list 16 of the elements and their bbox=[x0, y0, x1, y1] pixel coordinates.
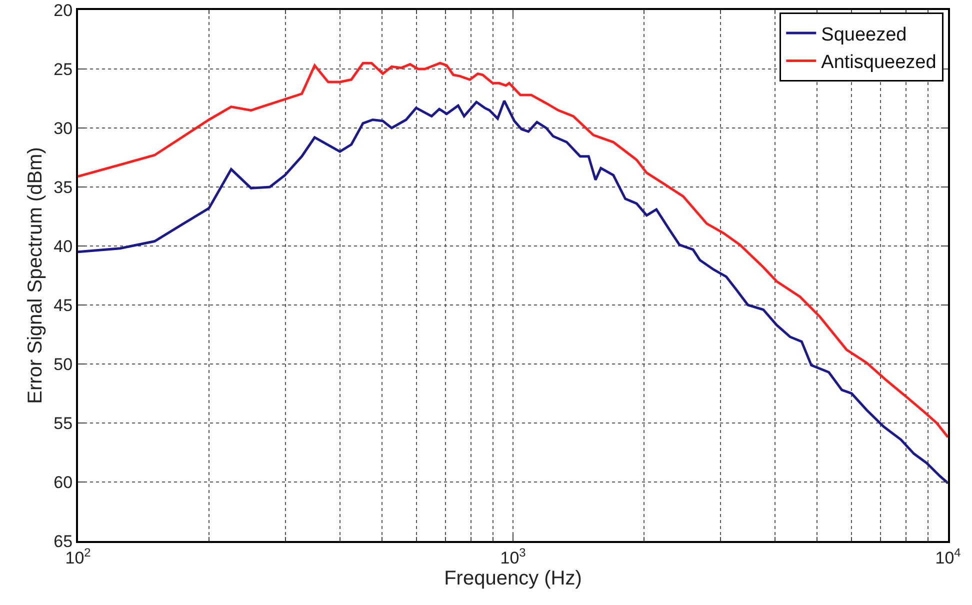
y-axis-title: Error Signal Spectrum (dBm) bbox=[24, 147, 47, 404]
y-tick-label: 60 bbox=[54, 472, 73, 492]
x-tick-label: 10$^{3}$ bbox=[500, 545, 526, 568]
x-axis-title: Frequency (Hz) bbox=[444, 567, 582, 590]
x-tick-label: 10$^{4}$ bbox=[935, 545, 962, 568]
y-tick-label: 55 bbox=[54, 414, 73, 433]
y-tick-label: 25 bbox=[54, 60, 73, 79]
y-tick-label: 50 bbox=[54, 354, 73, 374]
legend-label: Antisqueezed bbox=[821, 52, 936, 74]
y-tick-label: 45 bbox=[54, 296, 73, 315]
y-tick-label: 20 bbox=[54, 0, 73, 20]
y-tick-label: 65 bbox=[54, 532, 73, 551]
y-tick-label: 35 bbox=[54, 178, 73, 197]
y-tick-label: 40 bbox=[54, 236, 73, 256]
y-tick-label: 30 bbox=[54, 118, 73, 138]
legend-label: Squeezed bbox=[821, 24, 907, 46]
